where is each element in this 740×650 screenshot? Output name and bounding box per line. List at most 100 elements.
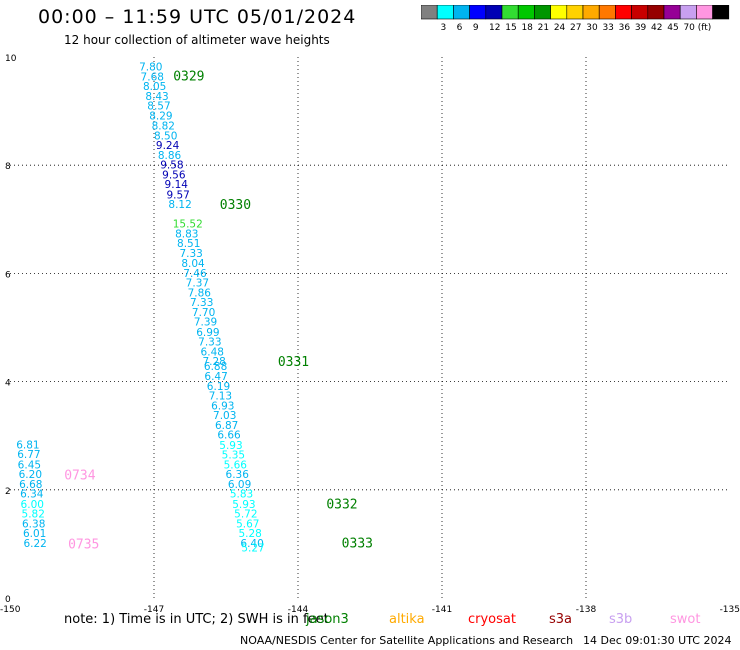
wave-height-label: 6.66 [217, 430, 241, 442]
color-scale-label: 6 [457, 23, 463, 33]
wave-height-label: 5.67 [236, 518, 259, 530]
wave-height-label: 7.33 [190, 297, 213, 309]
wave-height-label: 5.82 [22, 509, 45, 521]
wave-height-label: 7.37 [186, 278, 209, 290]
wave-height-label: 7.80 [139, 62, 162, 74]
wave-height-label: 8.82 [152, 121, 175, 133]
color-swatch [712, 5, 730, 20]
x-tick-label: -138 [576, 605, 597, 615]
satellite-legend-s3b: s3b [609, 612, 633, 627]
wave-height-label: 6.09 [228, 479, 251, 491]
wave-height-label: 8.50 [154, 130, 177, 142]
wave-height-label: 7.70 [192, 307, 215, 319]
wave-height-label: 7.86 [188, 287, 212, 299]
wave-height-label: 5.93 [219, 440, 242, 452]
x-tick-label: -135 [720, 605, 740, 615]
wave-height-label: 6.22 [23, 538, 46, 550]
wave-height-label: 6.93 [211, 400, 234, 412]
x-tick-label: -147 [144, 605, 164, 615]
pass-time-label: 0329 [173, 69, 204, 84]
color-scale-label: 39 [635, 23, 647, 33]
pass-time-label: 0734 [64, 469, 95, 484]
wave-height-label: 7.33 [179, 248, 202, 260]
wave-height-label: 8.12 [168, 199, 191, 211]
satellite-legend-jason3: jason3 [306, 612, 349, 627]
color-scale-label: 36 [619, 23, 631, 33]
footer-note: note: 1) Time is in UTC; 2) SWH is in fe… [64, 612, 329, 627]
wave-height-label: 8.86 [158, 150, 182, 162]
wave-height-label: 6.20 [19, 469, 42, 481]
wave-height-label: 5.72 [234, 509, 257, 521]
wave-height-label: 8.04 [181, 258, 205, 270]
pass-time-label: 0331 [278, 355, 309, 370]
color-scale-label: 15 [505, 23, 516, 33]
color-scale-label: 70 (ft) [683, 23, 711, 33]
wave-height-label: 7.28 [202, 356, 225, 368]
y-tick-label: 8 [5, 162, 11, 172]
satellite-legend-s3a: s3a [549, 612, 573, 627]
pass-time-label: 0330 [220, 198, 251, 213]
pass-time-label: 0735 [68, 537, 99, 552]
credit-line: NOAA/NESDIS Center for Satellite Applica… [240, 634, 574, 647]
pass-time-label: 0332 [326, 497, 357, 512]
color-scale-label: 18 [521, 23, 533, 33]
wave-height-label: 7.68 [141, 71, 164, 83]
wave-height-label: 15.52 [173, 219, 203, 231]
color-scale-legend: 3 6 9 12 15 18 21 24 27 30 33 36 39 42 45 70 (ft) [421, 5, 730, 33]
wave-height-label: 5.66 [224, 459, 248, 471]
satellite-legend-cryosat: cryosat [468, 612, 516, 627]
satellite-legend-swot: swot [670, 612, 701, 627]
page-title: 00:00 – 11:59 UTC 05/01/2024 [38, 6, 357, 28]
color-scale-label: 12 [489, 23, 500, 33]
wave-height-label: 6.47 [204, 371, 227, 383]
wave-height-label: 8.57 [147, 101, 170, 113]
color-scale-label: 27 [570, 23, 581, 33]
wave-height-label: 6.88 [204, 361, 227, 373]
y-tick-label: 6 [5, 270, 11, 280]
wave-height-label: 6.19 [207, 381, 230, 393]
color-scale-label: 21 [538, 23, 549, 33]
color-scale-label: 42 [651, 23, 662, 33]
wave-height-label: 8.43 [145, 91, 168, 103]
wave-height-label: 9.58 [160, 160, 183, 172]
wave-height-label: 6.34 [20, 489, 44, 501]
wave-height-label: 6.81 [16, 439, 39, 451]
wave-height-label: 6.99 [196, 327, 219, 339]
color-scale-label: 45 [667, 23, 678, 33]
wave-height-label: 6.45 [18, 459, 41, 471]
wave-height-label: 8.83 [175, 228, 198, 240]
satellite-legend-altika: altika [389, 612, 425, 627]
wave-height-label: 8.05 [143, 81, 166, 93]
wave-height-label: 6.38 [22, 518, 45, 530]
color-scale-label: 33 [602, 23, 613, 33]
wave-height-label: 8.29 [149, 110, 172, 122]
wave-height-label: 6.87 [215, 420, 238, 432]
x-tick-label: -144 [288, 605, 309, 615]
wave-height-label: 6.36 [226, 469, 250, 481]
wave-height-label: 9.24 [156, 140, 180, 152]
color-scale-label: 9 [473, 23, 479, 33]
wave-height-label: 6.40 [240, 538, 263, 550]
wave-height-label: 8.51 [177, 238, 200, 250]
wave-height-label: 6.00 [21, 499, 44, 511]
wave-height-label: 7.03 [213, 410, 236, 422]
wave-height-label: 6.77 [17, 449, 40, 461]
y-tick-label: 0 [5, 595, 11, 605]
wave-height-label: 6.01 [23, 528, 46, 540]
y-tick-label: 2 [5, 487, 11, 497]
wave-height-label: 9.14 [165, 179, 189, 191]
wave-height-label: 5.27 [241, 543, 264, 555]
x-tick-label: -150 [0, 605, 21, 615]
page-subtitle: 12 hour collection of altimeter wave hei… [64, 33, 330, 47]
color-scale-label: 30 [586, 23, 598, 33]
color-scale-label: 24 [554, 23, 566, 33]
wave-height-label: 5.93 [232, 499, 255, 511]
pass-time-label: 0333 [342, 536, 373, 551]
wave-height-label: 7.13 [209, 391, 232, 403]
x-tick-label: -141 [432, 605, 452, 615]
generated-timestamp: 14 Dec 09:01:30 UTC 2024 [583, 634, 732, 647]
wave-height-label: 7.39 [194, 317, 217, 329]
wave-height-label: 9.57 [166, 189, 189, 201]
y-tick-label: 4 [5, 379, 11, 389]
